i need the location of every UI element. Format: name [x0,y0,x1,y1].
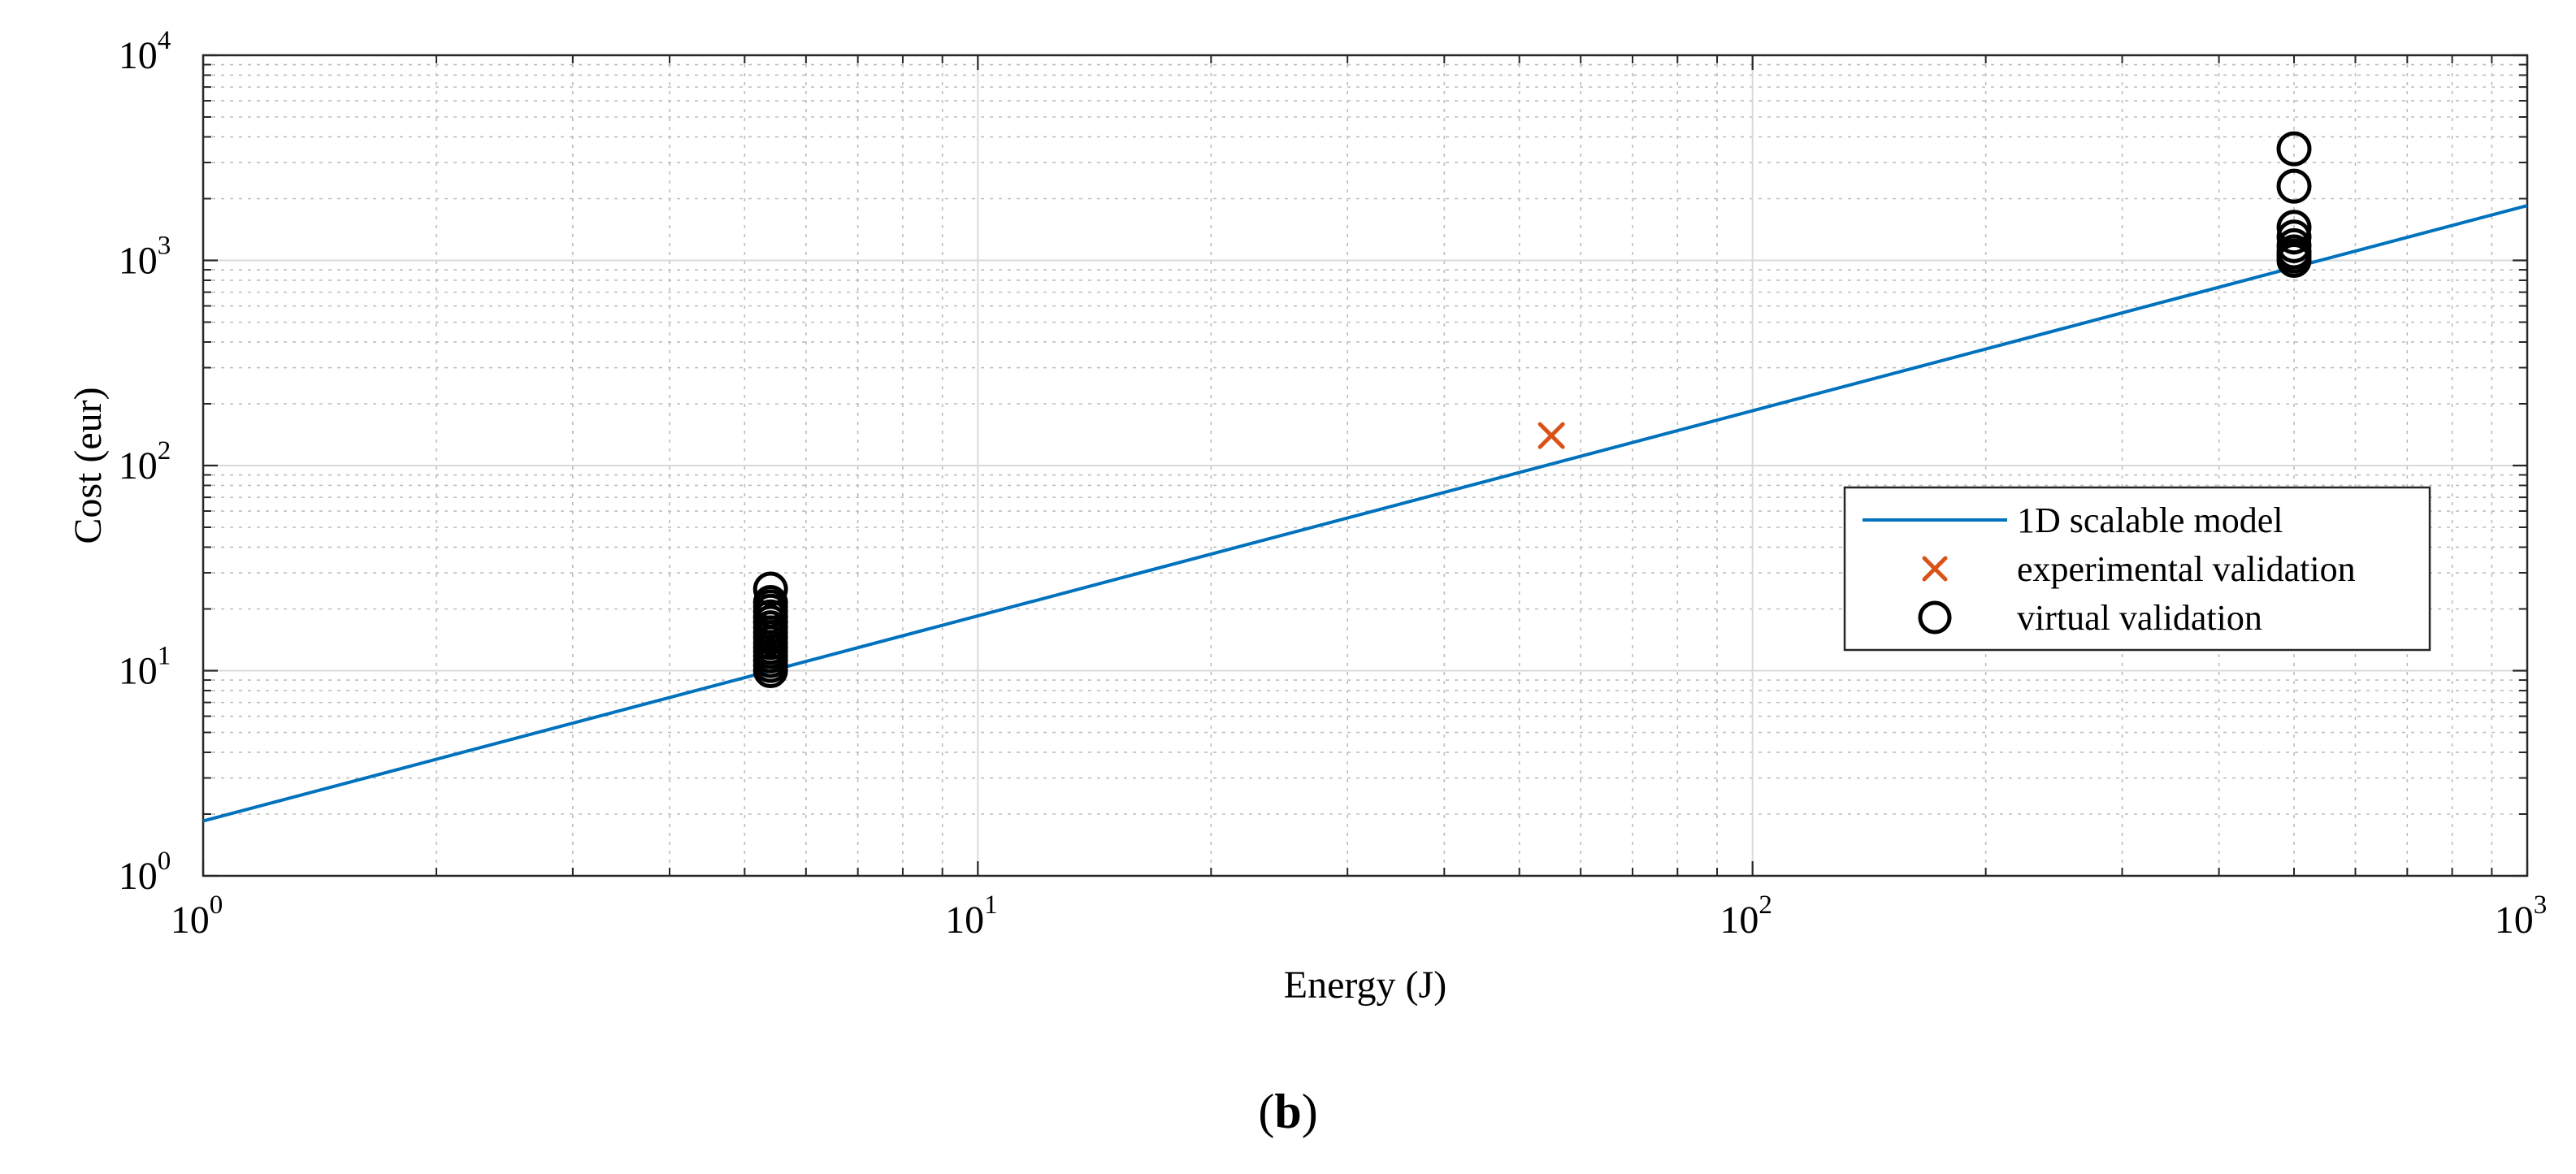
x-axis-title: Energy (J) [1284,964,1446,1007]
virtual-point [752,585,788,621]
y-tick-exponent: 4 [158,26,171,55]
y-tick-base: 10 [119,240,158,283]
panel-label-letter: b [1274,1085,1301,1138]
panel-label: (b) [1258,1085,1317,1138]
virtual-point [752,571,788,607]
panel-label-close: ) [1302,1085,1318,1138]
x-tick-base: 10 [171,899,210,942]
x-tick-label: 102 [1720,890,1772,942]
x-tick-exponent: 3 [2534,890,2548,920]
legend-item: experimental validation [1922,549,2356,589]
legend-item: virtual validation [1918,598,2262,638]
virtual-point [2276,210,2312,245]
x-tick-exponent: 1 [984,890,998,920]
y-tick-base: 10 [119,650,158,693]
legend-label: virtual validation [2017,598,2262,638]
y-tick-exponent: 3 [158,232,171,261]
x-tick-label: 103 [2495,890,2548,942]
x-tick-label: 100 [171,890,223,942]
panel-label-open: ( [1258,1085,1274,1138]
virtual-point [2276,131,2312,167]
y-tick-label: 104 [119,26,171,77]
x-tick-exponent: 0 [210,890,223,920]
virtual-point [2276,227,2312,263]
y-tick-exponent: 1 [158,642,171,671]
x-marker-stroke [1537,422,1565,449]
legend-item: 1D scalable model [1863,500,2283,540]
x-tick-base: 10 [1720,899,1759,942]
legend: 1D scalable model experimental validation… [1843,486,2431,652]
grid [202,54,2528,877]
x-tick-base: 10 [2495,899,2534,942]
y-tick-label: 103 [119,232,171,283]
x-tick-label: 101 [945,890,998,942]
legend-label: 1D scalable model [2017,500,2283,540]
experimental-point [1537,422,1565,449]
y-tick-base: 10 [119,855,158,898]
y-tick-label: 102 [119,436,171,487]
y-tick-exponent: 2 [158,436,171,466]
tick-marks [202,54,2529,877]
y-tick-label: 100 [119,847,171,898]
y-tick-exponent: 0 [158,847,171,876]
model-line [202,204,2528,823]
virtual-point [2276,168,2312,204]
series [202,131,2528,823]
y-tick-label: 101 [119,642,171,693]
x-tick-exponent: 2 [1759,890,1772,920]
y-tick-base: 10 [119,34,158,77]
virtual-point [2276,219,2312,255]
y-axis-title: Cost (eur) [67,387,110,544]
y-tick-base: 10 [119,444,158,487]
x-tick-base: 10 [945,899,984,942]
x-tick-labels: 100 101 102 103 [171,890,2548,942]
legend-label: experimental validation [2017,549,2356,589]
x-marker-stroke [1922,556,1948,582]
legend-circle-swatch [1918,600,1952,635]
legend-box [1843,486,2431,652]
